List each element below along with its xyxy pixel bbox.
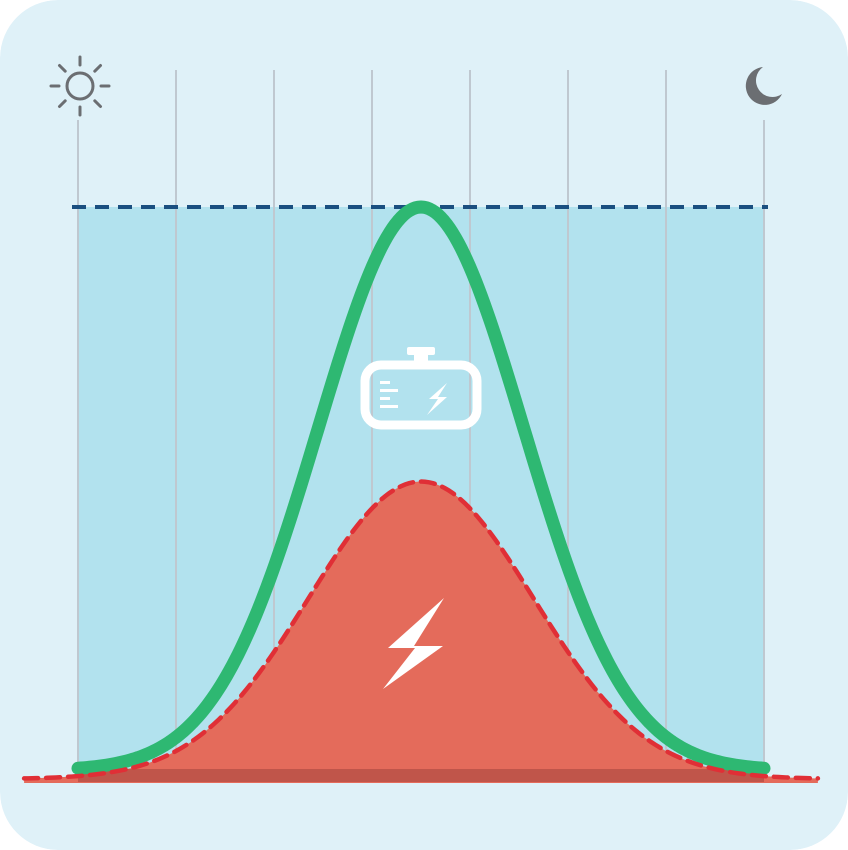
baseline-bar — [78, 769, 764, 782]
moon-icon — [745, 67, 782, 105]
lightning-bolt-icon — [383, 598, 444, 689]
sun-icon — [49, 55, 111, 117]
battery-charging-icon — [360, 347, 482, 430]
generation-curve — [21, 479, 821, 781]
demand-curve — [71, 200, 771, 775]
